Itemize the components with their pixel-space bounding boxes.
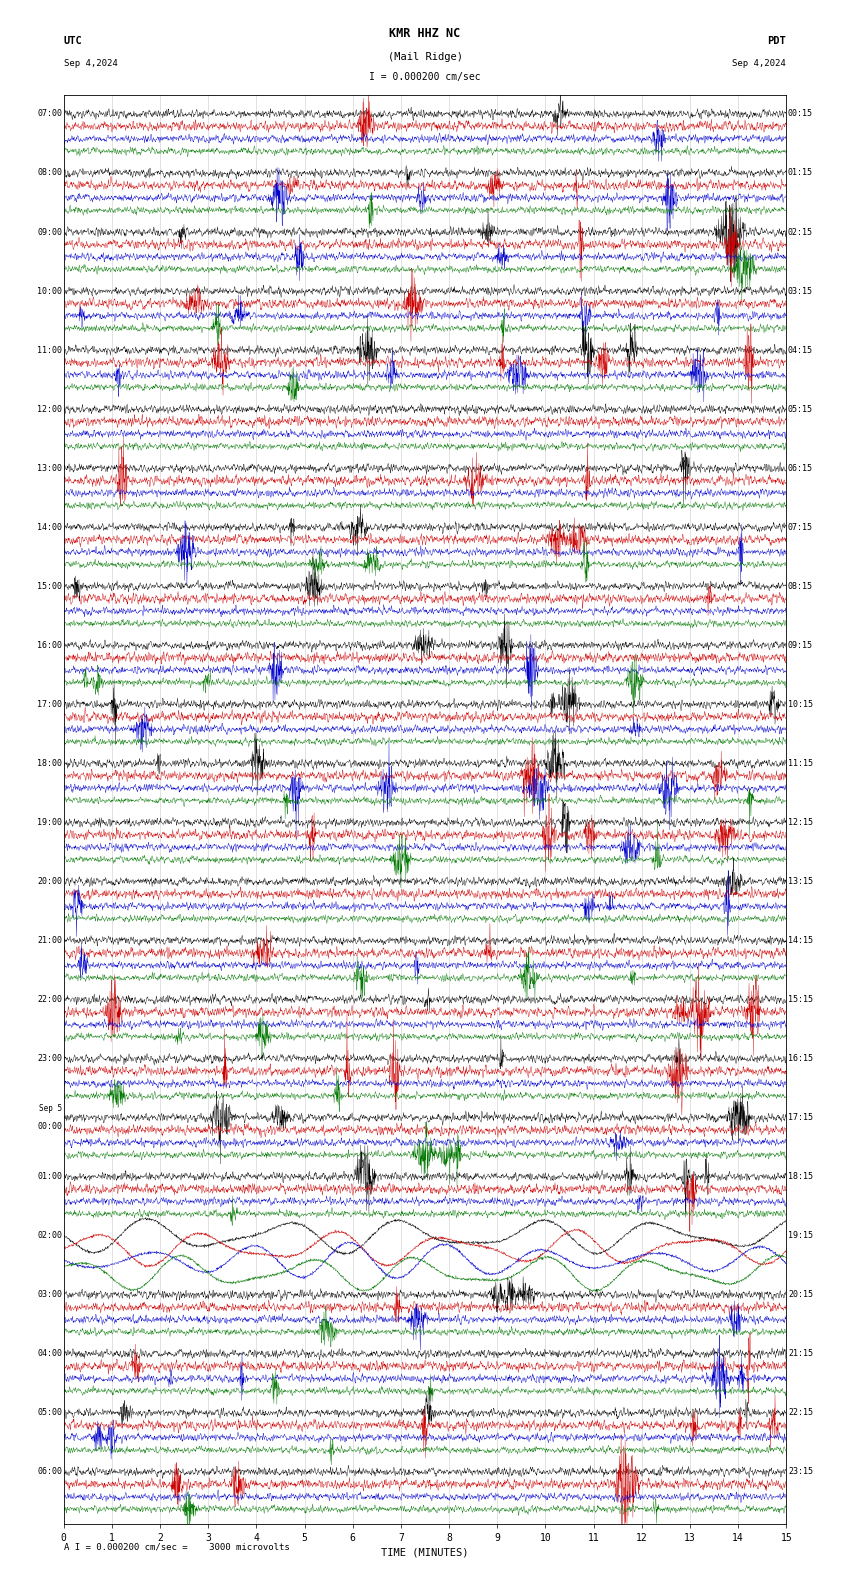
- Text: 00:00: 00:00: [37, 1123, 62, 1131]
- Text: 12:15: 12:15: [788, 817, 813, 827]
- Text: 13:00: 13:00: [37, 464, 62, 472]
- Text: 15:00: 15:00: [37, 581, 62, 591]
- Text: 22:15: 22:15: [788, 1408, 813, 1418]
- Text: 12:00: 12:00: [37, 404, 62, 413]
- Text: 18:15: 18:15: [788, 1172, 813, 1182]
- Text: 06:00: 06:00: [37, 1467, 62, 1476]
- Text: 10:00: 10:00: [37, 287, 62, 296]
- Text: 16:15: 16:15: [788, 1053, 813, 1063]
- Text: 09:00: 09:00: [37, 228, 62, 236]
- Text: 08:00: 08:00: [37, 168, 62, 177]
- Text: 23:00: 23:00: [37, 1053, 62, 1063]
- Text: 02:15: 02:15: [788, 228, 813, 236]
- Text: 04:15: 04:15: [788, 345, 813, 355]
- Text: 23:15: 23:15: [788, 1467, 813, 1476]
- Text: PDT: PDT: [768, 36, 786, 46]
- Text: Sep 4,2024: Sep 4,2024: [733, 59, 786, 68]
- Text: 00:15: 00:15: [788, 109, 813, 119]
- Text: 17:00: 17:00: [37, 700, 62, 708]
- Text: 05:15: 05:15: [788, 404, 813, 413]
- Text: Sep 4,2024: Sep 4,2024: [64, 59, 117, 68]
- Text: A I = 0.000200 cm/sec =    3000 microvolts: A I = 0.000200 cm/sec = 3000 microvolts: [64, 1543, 290, 1552]
- Text: 11:15: 11:15: [788, 759, 813, 768]
- Text: 04:00: 04:00: [37, 1350, 62, 1357]
- Text: 01:00: 01:00: [37, 1172, 62, 1182]
- Text: 13:15: 13:15: [788, 878, 813, 885]
- Text: I = 0.000200 cm/sec: I = 0.000200 cm/sec: [369, 73, 481, 82]
- Text: 02:00: 02:00: [37, 1231, 62, 1240]
- Text: Sep 5: Sep 5: [39, 1104, 62, 1114]
- Text: KMR HHZ NC: KMR HHZ NC: [389, 27, 461, 40]
- X-axis label: TIME (MINUTES): TIME (MINUTES): [382, 1548, 468, 1557]
- Text: 14:00: 14:00: [37, 523, 62, 532]
- Text: UTC: UTC: [64, 36, 82, 46]
- Text: 18:00: 18:00: [37, 759, 62, 768]
- Text: 14:15: 14:15: [788, 936, 813, 946]
- Text: 19:15: 19:15: [788, 1231, 813, 1240]
- Text: 03:00: 03:00: [37, 1291, 62, 1299]
- Text: 10:15: 10:15: [788, 700, 813, 708]
- Text: 20:00: 20:00: [37, 878, 62, 885]
- Text: 21:00: 21:00: [37, 936, 62, 946]
- Text: 01:15: 01:15: [788, 168, 813, 177]
- Text: 07:15: 07:15: [788, 523, 813, 532]
- Text: 22:00: 22:00: [37, 995, 62, 1004]
- Text: 06:15: 06:15: [788, 464, 813, 472]
- Text: 05:00: 05:00: [37, 1408, 62, 1418]
- Text: 16:00: 16:00: [37, 642, 62, 649]
- Text: 09:15: 09:15: [788, 642, 813, 649]
- Text: 20:15: 20:15: [788, 1291, 813, 1299]
- Text: 03:15: 03:15: [788, 287, 813, 296]
- Text: 19:00: 19:00: [37, 817, 62, 827]
- Text: 11:00: 11:00: [37, 345, 62, 355]
- Text: 15:15: 15:15: [788, 995, 813, 1004]
- Text: 17:15: 17:15: [788, 1114, 813, 1121]
- Text: 07:00: 07:00: [37, 109, 62, 119]
- Text: 08:15: 08:15: [788, 581, 813, 591]
- Text: 21:15: 21:15: [788, 1350, 813, 1357]
- Text: (Mail Ridge): (Mail Ridge): [388, 52, 462, 62]
